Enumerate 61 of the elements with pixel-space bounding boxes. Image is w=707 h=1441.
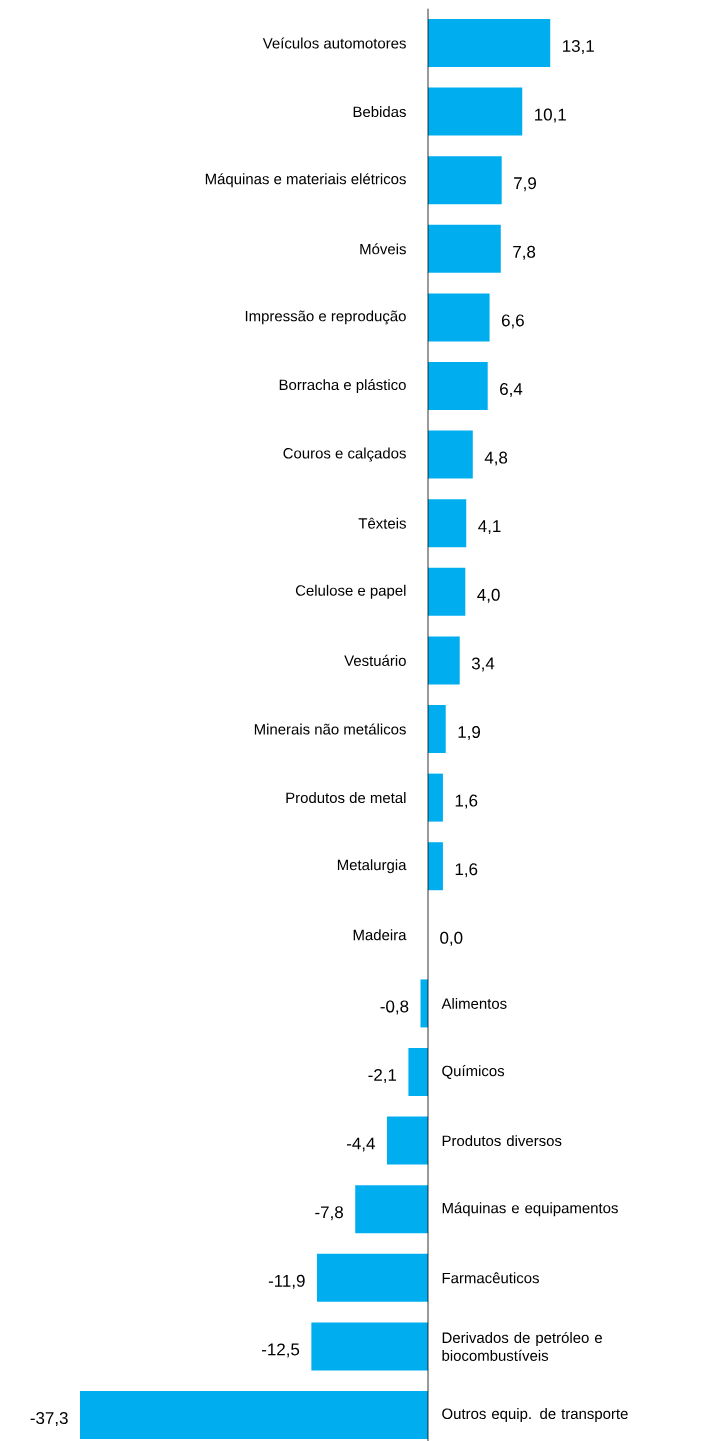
y-tick-label: Minerais não metálicos — [254, 723, 406, 735]
data-label: -7,8 — [315, 1206, 343, 1221]
data-label: 4,1 — [478, 520, 501, 535]
bar — [428, 224, 501, 273]
y-tick-label: Impressão e reprodução — [245, 310, 406, 325]
data-label: 1,6 — [455, 794, 478, 809]
data-label: -4,4 — [346, 1137, 375, 1152]
bar — [428, 636, 460, 685]
bar — [428, 362, 488, 410]
data-label: -2,1 — [368, 1069, 397, 1084]
y-tick-label: Produtos diversos — [442, 1135, 562, 1147]
y-tick-label: Outros equip. de transporte — [442, 1408, 628, 1422]
y-tick-label: Derivados de petróleo e biocombustíveis — [442, 1331, 602, 1361]
bar — [79, 1391, 428, 1440]
data-label: 7,9 — [514, 177, 536, 192]
y-tick-label: Veículos automotores — [262, 37, 406, 49]
bar — [428, 19, 551, 67]
bar — [408, 1048, 428, 1097]
bar — [311, 1322, 428, 1371]
bar — [428, 87, 523, 136]
data-label: -12,5 — [262, 1343, 300, 1358]
y-tick-label: Produtos de metal — [286, 792, 406, 804]
bar — [316, 1253, 428, 1302]
bar — [428, 293, 490, 342]
bar — [428, 430, 473, 479]
y-tick-label: Metalurgia — [337, 859, 407, 874]
y-tick-label: Máquinas e materiais elétricos — [205, 173, 406, 188]
y-tick-label: Têxteis — [358, 517, 406, 529]
y-tick-label: Celulose e papel — [295, 584, 406, 599]
data-label: -0,8 — [380, 1000, 409, 1015]
y-tick-label: Vestuário — [344, 654, 406, 666]
bar — [386, 1116, 428, 1165]
data-label: 4,8 — [484, 451, 508, 466]
data-label: 1,6 — [455, 863, 478, 878]
data-label: 13,1 — [563, 40, 594, 54]
y-tick-label: Couros e calçados — [283, 447, 406, 462]
y-tick-label: Bebidas — [353, 106, 406, 118]
data-label: -11,9 — [268, 1274, 305, 1289]
bar — [355, 1185, 428, 1234]
bar — [428, 773, 443, 822]
bar — [428, 705, 446, 754]
bar — [428, 567, 466, 616]
y-tick-label: Químicos — [442, 1065, 505, 1079]
data-label: 10,1 — [535, 108, 566, 123]
y-tick-label: Móveis — [360, 243, 406, 255]
data-label: 7,8 — [513, 245, 536, 260]
y-tick-label: Madeira — [353, 929, 407, 941]
bar — [428, 842, 443, 891]
data-label: 4,0 — [477, 588, 500, 603]
data-label: 3,4 — [471, 657, 495, 672]
y-tick-label: Farmacêuticos — [442, 1272, 539, 1284]
data-label: 6,6 — [501, 314, 524, 329]
data-label: 0,0 — [440, 931, 463, 946]
data-label: -37,3 — [30, 1412, 68, 1427]
y-tick-label: Borracha e plástico — [279, 378, 406, 394]
y-tick-label: Máquinas e equipamentos — [442, 1202, 618, 1217]
data-label: 6,4 — [500, 383, 523, 398]
data-label: 1,9 — [458, 726, 480, 741]
y-tick-label: Alimentos — [441, 997, 507, 1009]
bar — [428, 499, 467, 548]
bar — [428, 156, 502, 205]
